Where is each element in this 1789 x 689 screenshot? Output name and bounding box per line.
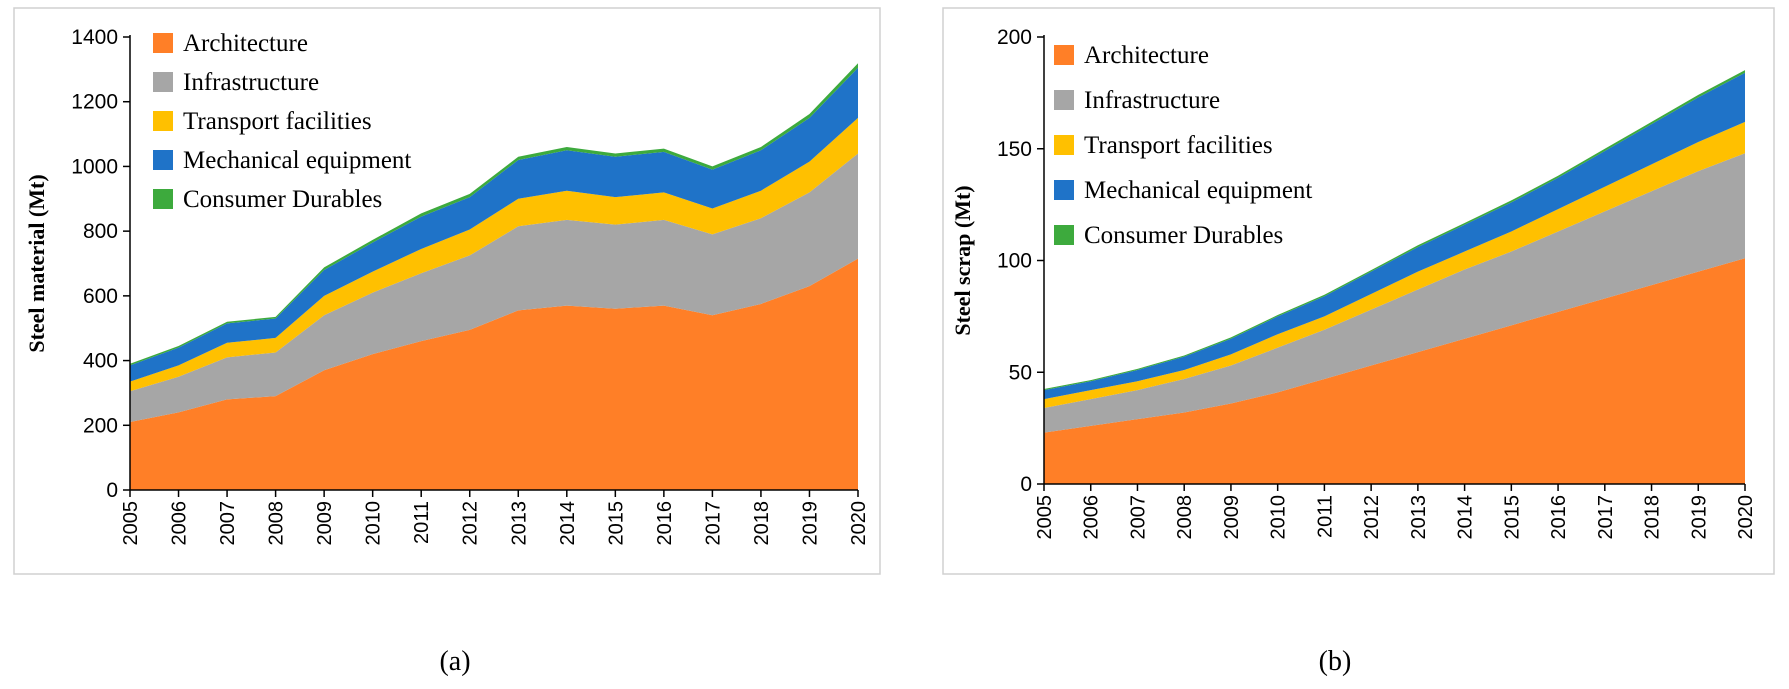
legend-label-infrastructure: Infrastructure (1084, 87, 1220, 114)
area-series-architecture (1044, 258, 1745, 484)
area-series-transport-facilities (130, 117, 858, 392)
chart-panel-b: 0 50 100 150 200 2005 2006 2007 2008 2009 2010 2011… (942, 7, 1775, 677)
x-tick-label: 2006 (1081, 495, 1103, 540)
x-tick-label: 2013 (508, 501, 530, 546)
x-tick-label: 2012 (460, 501, 482, 546)
x-tick-label: 2008 (266, 501, 288, 546)
x-tick-label: 2005 (1034, 495, 1056, 540)
x-tick-label: 2011 (1314, 495, 1336, 538)
x-tick-label: 2015 (605, 501, 627, 546)
x-tick-label: 2014 (1455, 495, 1477, 540)
y-tick-label: 200 (997, 26, 1032, 49)
y-tick-label: 100 (997, 250, 1032, 273)
legend-swatch-mechanical-equipment (1054, 180, 1074, 200)
y-tick-label: 0 (1020, 473, 1032, 496)
legend-label-transport-facilities: Transport facilities (1084, 132, 1273, 159)
panel-caption: (a) (439, 646, 470, 677)
x-tick-label: 2019 (799, 501, 821, 546)
y-tick-label: 400 (83, 350, 118, 373)
x-tick-label: 2014 (557, 501, 579, 546)
legend-label-architecture: Architecture (183, 30, 308, 57)
legend-swatch-transport-facilities (153, 111, 173, 131)
x-tick-label: 2007 (1127, 495, 1149, 540)
area-series-mechanical-equipment (130, 67, 858, 382)
y-tick-label: 800 (83, 220, 118, 243)
legend-swatch-infrastructure (1054, 90, 1074, 110)
x-tick-label: 2010 (363, 501, 385, 546)
y-axis-label: Steel scrap (Mt) (950, 185, 975, 335)
y-tick-label: 1400 (71, 26, 118, 49)
area-series-consumer-durables (130, 63, 858, 366)
panel-caption: (b) (1319, 646, 1352, 677)
legend-swatch-mechanical-equipment (153, 150, 173, 170)
x-tick-label: 2012 (1361, 495, 1383, 540)
y-axis-label: Steel material (Mt) (24, 174, 49, 352)
legend-label-architecture: Architecture (1084, 42, 1209, 69)
x-tick-label: 2015 (1501, 495, 1523, 540)
legend-swatch-transport-facilities (1054, 135, 1074, 155)
legend-swatch-infrastructure (153, 72, 173, 92)
legend-label-consumer-durables: Consumer Durables (1084, 222, 1283, 249)
legend-swatch-consumer-durables (1054, 225, 1074, 245)
area-series-architecture (130, 258, 858, 490)
chart-panel-a: 0 200 400 600 800 1000 1200 1400 2005 2006 2007 200… (13, 7, 881, 677)
y-tick-label: 1000 (71, 155, 118, 178)
x-tick-label: 2016 (654, 501, 676, 546)
x-tick-label: 2018 (1642, 495, 1664, 540)
y-tick-label: 600 (83, 285, 118, 308)
x-tick-label: 2019 (1688, 495, 1710, 540)
x-tick-label: 2009 (1221, 495, 1243, 540)
x-tick-label: 2016 (1548, 495, 1570, 540)
x-tick-label: 2005 (120, 501, 142, 546)
y-tick-label: 1200 (71, 91, 118, 114)
area-series-infrastructure (130, 153, 858, 423)
x-tick-label: 2013 (1408, 495, 1430, 540)
x-tick-label: 2009 (314, 501, 336, 546)
legend-swatch-architecture (153, 33, 173, 53)
x-tick-label: 2017 (702, 501, 724, 546)
legend-label-transport-facilities: Transport facilities (183, 108, 372, 135)
legend-swatch-consumer-durables (153, 189, 173, 209)
x-tick-label: 2017 (1595, 495, 1617, 540)
x-tick-label: 2006 (169, 501, 191, 546)
x-tick-label: 2020 (1735, 495, 1757, 540)
x-tick-label: 2011 (411, 501, 433, 544)
x-tick-label: 2007 (217, 501, 239, 546)
legend-label-mechanical-equipment: Mechanical equipment (1084, 177, 1312, 204)
x-tick-label: 2010 (1268, 495, 1290, 540)
legend-swatch-architecture (1054, 45, 1074, 65)
y-tick-label: 200 (83, 414, 118, 437)
x-tick-label: 2020 (848, 501, 870, 546)
y-tick-label: 50 (1009, 361, 1032, 384)
y-tick-label: 150 (997, 138, 1032, 161)
legend-label-infrastructure: Infrastructure (183, 69, 319, 96)
y-tick-label: 0 (106, 479, 118, 502)
x-tick-label: 2018 (751, 501, 773, 546)
x-tick-label: 2008 (1174, 495, 1196, 540)
legend-label-consumer-durables: Consumer Durables (183, 186, 382, 213)
legend-label-mechanical-equipment: Mechanical equipment (183, 147, 411, 174)
